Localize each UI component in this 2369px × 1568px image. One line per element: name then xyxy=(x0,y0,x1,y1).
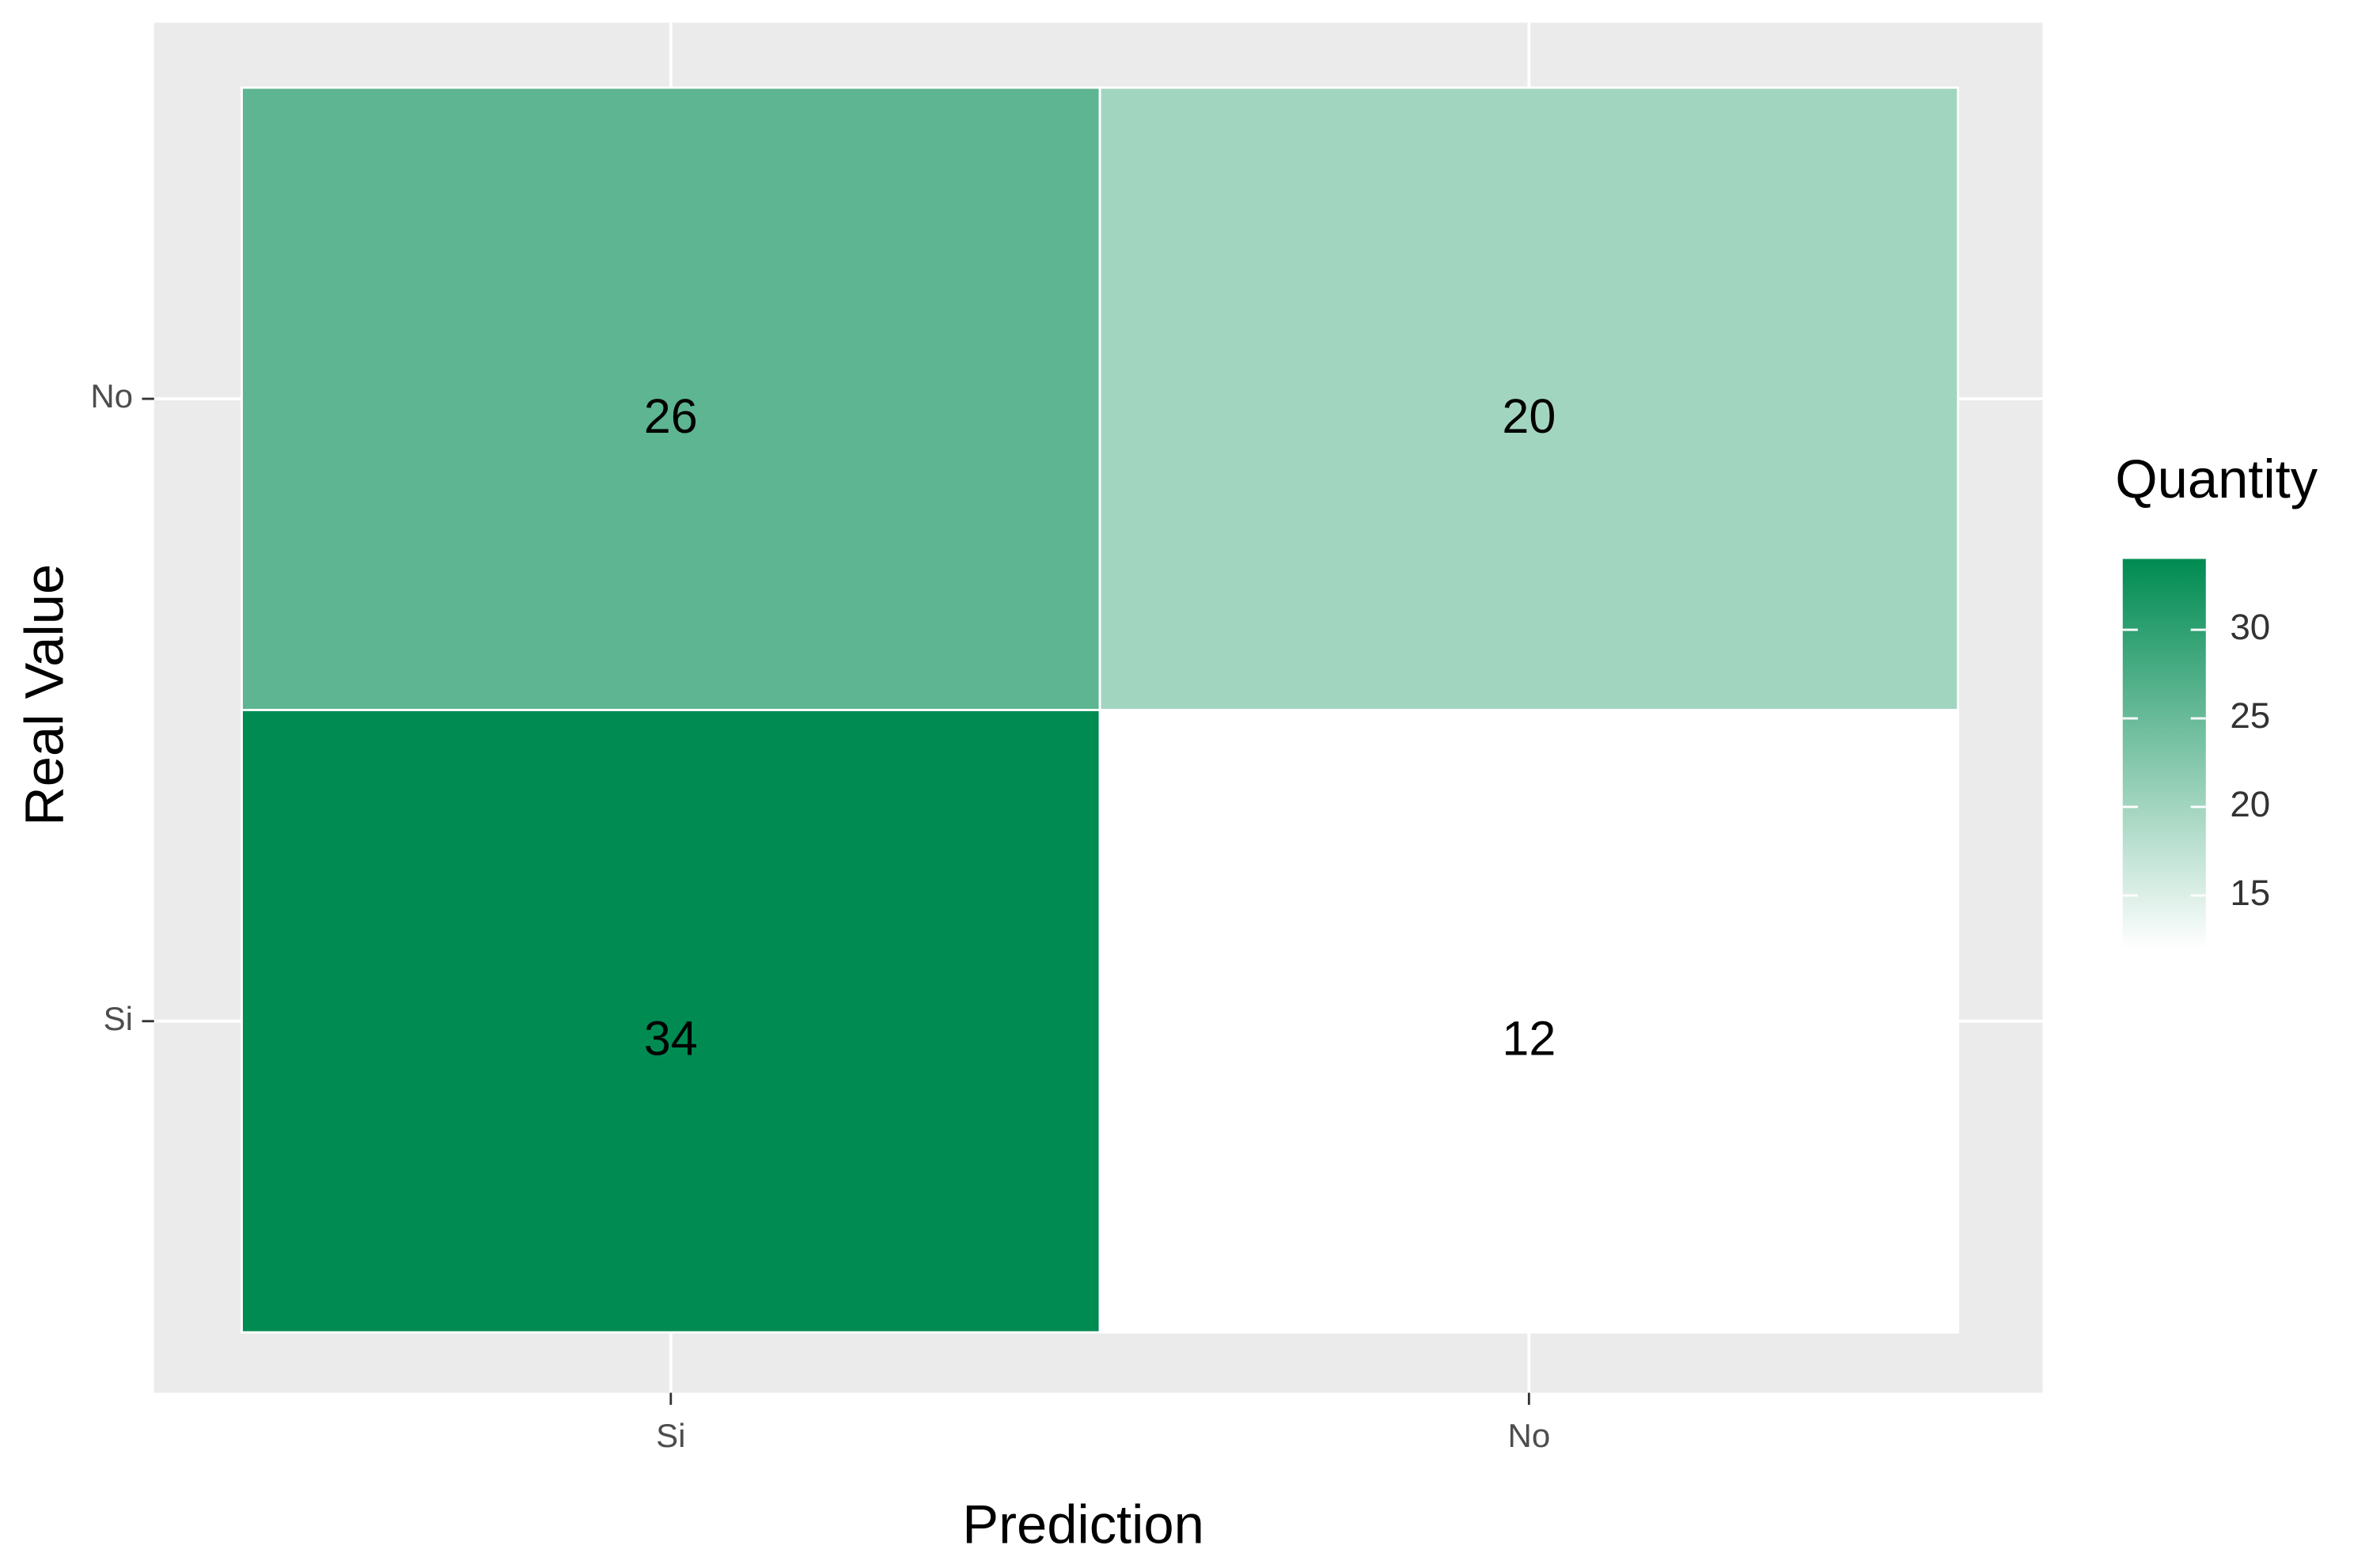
colorbar-tick-label: 25 xyxy=(2230,695,2270,736)
colorbar-tick-label: 15 xyxy=(2230,873,2270,913)
colorbar-tick-label: 20 xyxy=(2230,784,2270,824)
heatmap-cell xyxy=(1098,86,1960,711)
heatmap-cell xyxy=(241,709,1101,1334)
y-tick-label: Si xyxy=(104,1000,133,1037)
heatmap-cell xyxy=(241,86,1101,711)
cell-label: 34 xyxy=(644,1012,698,1066)
cell-label: 26 xyxy=(644,389,698,443)
x-tick-label: No xyxy=(1508,1417,1551,1454)
heatmap-cell xyxy=(1098,709,1960,1334)
x-tick-label: Si xyxy=(656,1417,685,1454)
legend-title: Quantity xyxy=(2115,449,2318,509)
cell-label: 20 xyxy=(1502,389,1556,443)
cell-label: 12 xyxy=(1502,1012,1556,1066)
y-tick-label: No xyxy=(90,377,133,415)
x-axis-title: Prediction xyxy=(962,1494,1204,1555)
colorbar xyxy=(2122,559,2206,949)
y-axis-title: Real Value xyxy=(13,564,74,826)
colorbar-tick-label: 30 xyxy=(2230,607,2270,647)
